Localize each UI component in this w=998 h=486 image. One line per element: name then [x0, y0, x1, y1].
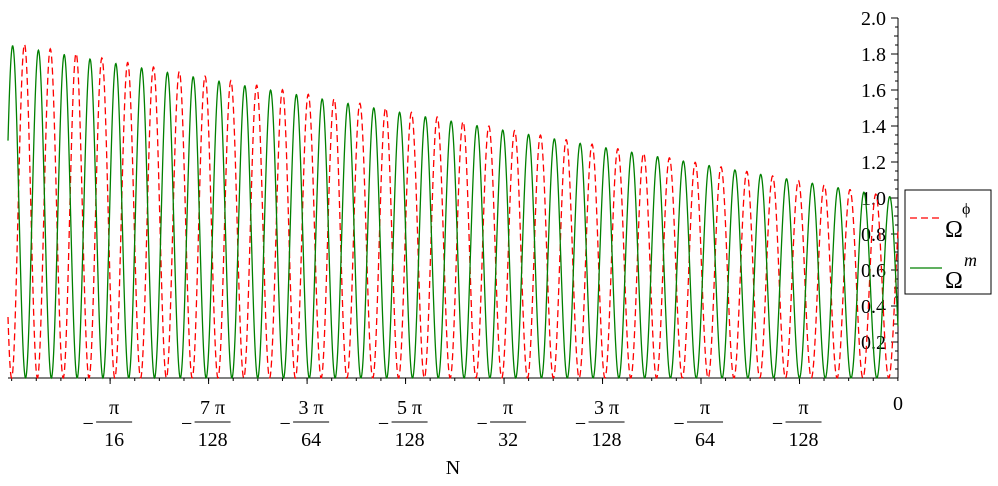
y-tick-label: 1.0	[861, 188, 886, 210]
x-tick-denominator: 32	[498, 429, 518, 451]
y-tick-label: 1.2	[861, 152, 886, 174]
y-ticks: 0.20.40.60.81.01.21.41.61.82.0	[861, 8, 898, 379]
y-tick-label: 0.6	[861, 260, 886, 282]
legend-label-m-sup: m	[964, 250, 977, 270]
x-tick-minus: −	[378, 413, 389, 435]
y-tick-label: 1.4	[861, 116, 886, 138]
x-tick-numerator: 3 π	[594, 397, 619, 419]
x-tick-numerator: π	[700, 397, 710, 419]
x-tick-denominator: 128	[789, 429, 819, 451]
x-tick-minus: −	[181, 413, 192, 435]
x-tick-label: −5 π 128	[378, 397, 428, 451]
legend-label-phi-sup: ϕ	[962, 201, 970, 218]
x-tick-denominator: 64	[695, 429, 715, 451]
x-tick-label: −π 16	[82, 397, 133, 451]
x-tick-denominator: 64	[301, 429, 321, 451]
x-tick-minus: −	[476, 413, 487, 435]
series-line-omega-phi	[7, 43, 899, 380]
x-tick-minus: −	[772, 413, 783, 435]
y-tick-label: 2.0	[861, 8, 886, 30]
x-tick-numerator: π	[109, 397, 119, 419]
x-tick-label: −π 32	[476, 397, 527, 451]
x-tick-label: −3 π 128	[575, 397, 625, 451]
x-tick-label: −π 128	[772, 397, 822, 451]
legend: Ω ϕ Ω m	[904, 189, 992, 295]
series-layer	[7, 43, 899, 380]
x-tick-label-zero: 0	[893, 393, 903, 415]
x-tick-denominator: 128	[198, 429, 228, 451]
legend-label-m: Ω	[945, 268, 963, 294]
y-tick-label: 1.6	[861, 80, 886, 102]
x-tick-label: −7 π 128	[181, 397, 231, 451]
x-axis-label: N	[446, 457, 460, 479]
x-tick-numerator: π	[798, 397, 808, 419]
x-tick-numerator: 3 π	[299, 397, 324, 419]
x-tick-denominator: 16	[104, 429, 124, 451]
x-tick-minus: −	[673, 413, 684, 435]
plot-area: 0.20.40.60.81.01.21.41.61.82.0 −π16−7 π1…	[7, 8, 903, 451]
x-tick-numerator: 5 π	[397, 397, 422, 419]
x-tick-denominator: 128	[592, 429, 622, 451]
x-tick-minus: −	[82, 413, 93, 435]
x-tick-minus: −	[279, 413, 290, 435]
x-tick-numerator: 7 π	[200, 397, 225, 419]
y-tick-label: 0.4	[861, 296, 886, 318]
x-tick-numerator: π	[503, 397, 513, 419]
y-tick-label: 1.8	[861, 44, 886, 66]
x-tick-label: −3 π 64	[279, 397, 330, 451]
y-tick-label: 0.8	[861, 224, 886, 246]
x-tick-label: −π 64	[673, 397, 724, 451]
x-tick-denominator: 128	[395, 429, 425, 451]
series-line-omega-m	[7, 45, 899, 380]
x-tick-minus: −	[575, 413, 586, 435]
legend-box	[904, 189, 992, 295]
legend-label-phi: Ω	[945, 217, 963, 243]
